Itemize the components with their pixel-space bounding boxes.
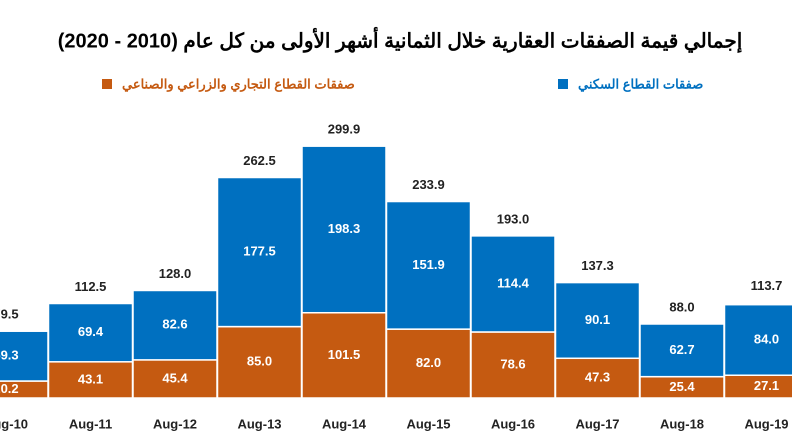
bar-segment (470, 331, 556, 399)
bar-value-label: 47.3 (585, 370, 610, 385)
total-label: 128.0 (159, 266, 192, 281)
bar-value-label: 43.1 (78, 371, 103, 386)
total-label: 233.9 (412, 177, 445, 192)
bar-value-label: 69.4 (78, 324, 104, 339)
bar-segment (216, 176, 303, 328)
bar-value-label: 45.4 (162, 370, 188, 385)
total-label: 79.5 (0, 307, 19, 322)
x-tick-label: Aug-12 (153, 416, 197, 431)
bar-segment (132, 359, 218, 399)
bar-value-label: 114.4 (497, 275, 530, 290)
bar-segment (554, 281, 641, 360)
legend-swatch (102, 79, 112, 89)
total-label: 113.7 (751, 278, 783, 293)
bar-segment (554, 357, 641, 399)
x-tick-label: Aug-17 (575, 416, 619, 431)
bar-value-label: 177.5 (243, 243, 276, 258)
bar-segment (47, 302, 134, 363)
bar-segment (0, 330, 49, 382)
legend-swatch (558, 79, 568, 89)
x-tick-label: Aug-14 (322, 416, 367, 431)
total-label: 299.9 (328, 122, 361, 137)
x-tick-label: Aug-18 (660, 416, 704, 431)
total-label: 193.0 (497, 211, 530, 226)
legend-label: صفقات القطاع السكني (578, 76, 703, 92)
bar-value-label: 82.0 (416, 355, 441, 370)
bar-segment (385, 200, 472, 330)
bar-value-label: 25.4 (669, 379, 695, 394)
total-label: 137.3 (581, 258, 614, 273)
x-tick-label: Aug-13 (237, 416, 281, 431)
bar-value-label: 85.0 (247, 354, 272, 369)
legend-label: صفقات القطاع التجاري والزراعي والصناعي (122, 76, 355, 92)
total-label: 262.5 (243, 153, 276, 168)
bar-value-label: 151.9 (412, 257, 445, 272)
bar-value-label: 59.3 (0, 348, 19, 363)
total-label: 112.5 (75, 279, 107, 294)
bar-value-label: 82.6 (162, 317, 187, 332)
bar-segment (639, 323, 725, 378)
chart-title: إجمالي قيمة الصفقات العقارية خلال الثمان… (58, 26, 743, 53)
bar-segment (470, 235, 556, 333)
bar-segment (723, 303, 792, 376)
bar-value-label: 90.1 (585, 312, 610, 327)
x-tick-label: Aug-15 (406, 416, 450, 431)
bar-segment (216, 325, 303, 399)
bar-value-label: 101.5 (328, 347, 361, 362)
x-tick-label: Aug-16 (491, 416, 535, 431)
x-tick-label: Aug-11 (69, 416, 112, 431)
bar-segment (301, 145, 387, 314)
bar-value-label: 198.3 (328, 221, 361, 236)
x-tick-label: Aug-19 (744, 416, 788, 431)
bar-value-label: 62.7 (669, 342, 694, 357)
x-tick-label: Aug-10 (0, 416, 28, 431)
bar-value-label: 78.6 (500, 356, 525, 371)
bar-value-label: 27.1 (754, 378, 779, 393)
total-label: 88.0 (669, 300, 694, 315)
bar-value-label: 84.0 (754, 331, 779, 346)
bar-value-label: 20.2 (0, 381, 19, 396)
